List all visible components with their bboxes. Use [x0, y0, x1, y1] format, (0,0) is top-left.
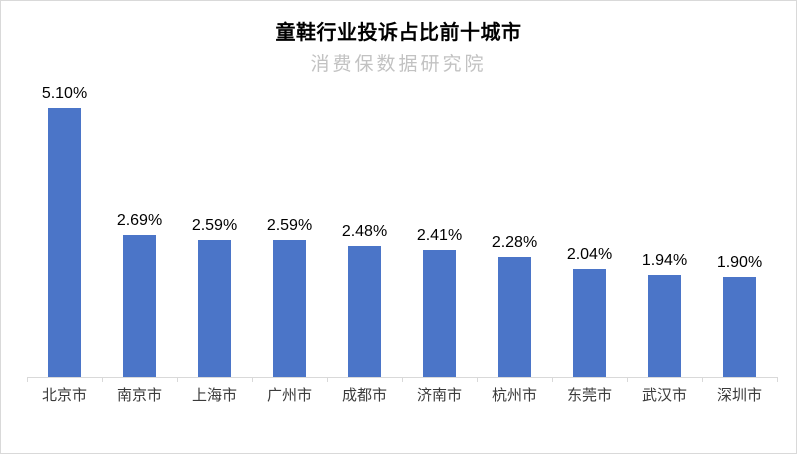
bar-value-label: 2.59% — [191, 217, 238, 234]
bar-value-label: 2.41% — [416, 227, 463, 244]
bar-column: 1.94% — [627, 252, 702, 377]
bar-value-label: 2.04% — [566, 246, 613, 263]
x-axis-label: 上海市 — [191, 387, 237, 404]
x-axis-tick — [552, 377, 553, 382]
x-axis-label: 济南市 — [416, 387, 462, 404]
bar-column: 5.10% — [27, 85, 102, 377]
bar — [723, 277, 756, 377]
bar — [498, 257, 531, 377]
bar-column: 2.59% — [252, 217, 327, 377]
bar-column: 2.59% — [177, 217, 252, 377]
bar — [273, 240, 306, 377]
bar-value-label: 5.10% — [41, 85, 88, 102]
x-axis-tick — [102, 377, 103, 382]
x-axis-label: 杭州市 — [491, 387, 537, 404]
x-axis-tick — [177, 377, 178, 382]
x-axis-label: 北京市 — [41, 387, 87, 404]
x-axis-label: 广州市 — [266, 387, 312, 404]
x-axis-label: 深圳市 — [716, 387, 762, 404]
bar-column: 2.04% — [552, 246, 627, 377]
plot-area: 5.10% 2.69% 2.59% 2.59% 2.48% 2.41% 2.28% 2.04%… — [27, 85, 778, 404]
bar-column: 1.90% — [702, 254, 777, 377]
bar-value-label: 2.59% — [266, 217, 313, 234]
chart-title: 童鞋行业投诉占比前十城市 — [275, 22, 522, 44]
bar — [348, 246, 381, 377]
x-axis-tick — [27, 377, 28, 382]
bar-value-label: 2.48% — [341, 223, 388, 240]
bar-value-label: 1.90% — [716, 254, 763, 271]
x-axis-tick — [777, 377, 778, 382]
bar-column: 2.69% — [102, 212, 177, 377]
bar-value-label: 2.69% — [116, 212, 163, 229]
bar — [48, 108, 81, 377]
bar-column: 2.41% — [402, 227, 477, 377]
x-axis-tick — [627, 377, 628, 382]
bars-row: 5.10% 2.69% 2.59% 2.59% 2.48% 2.41% 2.28% 2.04%… — [27, 85, 777, 377]
x-axis-labels-row: 北京市 南京市 上海市 广州市 成都市 济南市 杭州市 东莞市 武汉市 深圳市 — [27, 384, 777, 405]
bar-value-label: 1.94% — [641, 252, 688, 269]
bar — [423, 250, 456, 377]
x-axis-tick — [477, 377, 478, 382]
bar — [573, 269, 606, 377]
chart-subtitle-watermark: 消费保数据研究院 — [310, 54, 487, 75]
x-axis-tick — [402, 377, 403, 382]
bar — [648, 275, 681, 377]
bar-column: 2.28% — [477, 234, 552, 377]
x-axis-label: 武汉市 — [641, 387, 687, 404]
bar — [123, 235, 156, 377]
x-axis-tick — [327, 377, 328, 382]
bar-value-label: 2.28% — [491, 234, 538, 251]
bar-column: 2.48% — [327, 223, 402, 377]
x-axis-label: 成都市 — [341, 387, 387, 404]
bar — [198, 240, 231, 377]
x-axis-label: 南京市 — [116, 387, 162, 404]
x-axis-tick — [252, 377, 253, 382]
x-axis-label: 东莞市 — [566, 387, 612, 404]
x-axis-tick — [702, 377, 703, 382]
